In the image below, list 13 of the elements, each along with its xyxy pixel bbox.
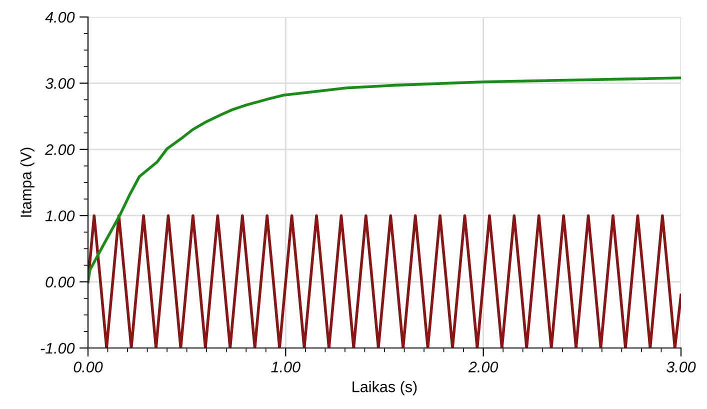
y-tick-label: 2.00 [44,144,75,156]
line-series [88,76,681,284]
x-tick-label: 0.00 [74,362,103,372]
y-axis-title: Itampa (V) [20,148,34,217]
y-tick-label: 1.00 [45,210,75,222]
y-tick-label: -1.00 [40,342,75,354]
y-tick-label: 3.00 [45,78,75,89]
y-tick-label: 4.00 [45,12,75,23]
y-tick-label: 0.00 [46,276,75,288]
x-tick-label: 3.00 [666,362,696,372]
x-tick-label: 2.00 [468,362,498,372]
x-axis-title: Laikas (s) [352,380,417,396]
x-tick-label: 1.00 [271,362,300,372]
